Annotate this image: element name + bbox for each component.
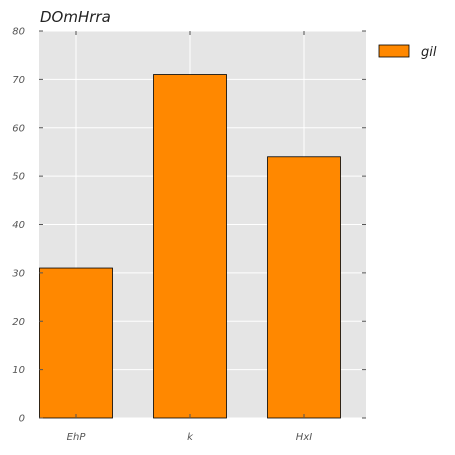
- x-tick-label: k: [187, 432, 194, 443]
- bars: [39, 74, 341, 419]
- bar-EhP: [39, 267, 113, 419]
- legend-swatch: [378, 44, 410, 58]
- y-tick-label: 40: [12, 220, 25, 231]
- y-tick-label: 30: [12, 268, 25, 279]
- chart-title: DOmHrra: [40, 8, 111, 26]
- y-tick-label: 50: [12, 172, 25, 183]
- bar-HxI: [267, 156, 341, 419]
- x-tick-label: EhP: [67, 432, 87, 443]
- x-tick-label: HxI: [296, 432, 312, 443]
- legend: gil: [378, 44, 437, 60]
- y-tick-label: 10: [12, 365, 25, 376]
- y-tick-label: 60: [12, 123, 25, 134]
- y-axis: 0 10 20 30 40 50 60 70 80: [12, 27, 366, 425]
- bar-k: [153, 74, 227, 419]
- y-tick-label: 80: [12, 27, 25, 38]
- y-tick-label: 70: [12, 75, 25, 86]
- x-axis: EhP k HxI: [67, 31, 312, 443]
- legend-label: gil: [421, 45, 437, 60]
- y-tick-label: 20: [12, 317, 25, 328]
- y-tick-label: 0: [19, 414, 25, 425]
